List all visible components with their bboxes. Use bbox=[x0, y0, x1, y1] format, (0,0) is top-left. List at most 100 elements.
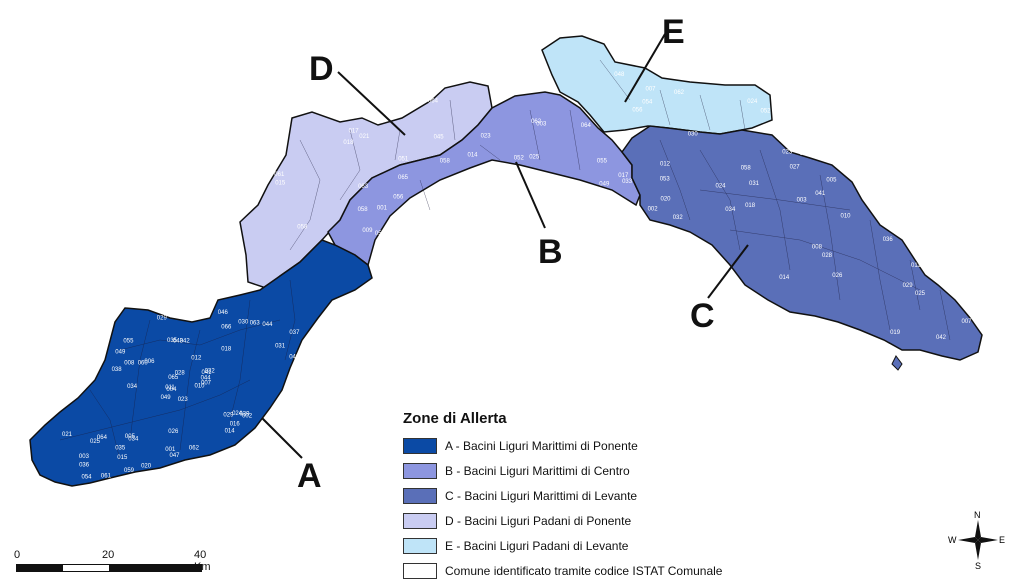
istat-code-label: 026 bbox=[832, 273, 843, 279]
istat-code-label: 029 bbox=[903, 283, 914, 289]
istat-code-label: 005 bbox=[125, 434, 136, 440]
istat-code-label: 021 bbox=[62, 432, 73, 438]
istat-code-label: 011 bbox=[165, 385, 175, 391]
istat-code-label: 054 bbox=[82, 474, 93, 480]
legend-item: A - Bacini Liguri Marittimi di Ponente bbox=[403, 433, 743, 458]
istat-code-label: 003 bbox=[79, 454, 90, 460]
istat-code-label: 055 bbox=[597, 158, 608, 164]
istat-code-label: 056 bbox=[632, 108, 643, 114]
istat-code-label: 029 bbox=[157, 316, 168, 322]
istat-code-label: 048 bbox=[614, 72, 625, 78]
istat-code-label: 058 bbox=[297, 224, 308, 230]
istat-code-label: 021 bbox=[359, 134, 370, 140]
istat-code-label: 041 bbox=[202, 370, 213, 376]
istat-code-label: 065 bbox=[398, 175, 409, 181]
compass-e: E bbox=[999, 535, 1005, 545]
istat-code-label: 061 bbox=[101, 473, 112, 479]
istat-code-label: 013 bbox=[800, 151, 811, 157]
zone-e-area bbox=[541, 35, 773, 135]
istat-code-label: 018 bbox=[343, 140, 354, 146]
istat-code-label: 011 bbox=[911, 263, 921, 269]
istat-code-label: 018 bbox=[745, 203, 756, 209]
istat-code-label: 058 bbox=[741, 165, 752, 171]
istat-code-label: 044 bbox=[262, 322, 273, 328]
istat-code-label: 034 bbox=[725, 207, 736, 213]
legend-label: A - Bacini Liguri Marittimi di Ponente bbox=[445, 438, 638, 453]
istat-code-label: 064 bbox=[97, 435, 108, 441]
istat-code-label: 061 bbox=[274, 172, 285, 178]
istat-code-label: 036 bbox=[79, 463, 90, 469]
istat-code-label: 012 bbox=[660, 161, 671, 167]
municipality-borders bbox=[59, 59, 951, 461]
istat-code-label: 020 bbox=[141, 463, 152, 469]
istat-code-label: 008 bbox=[812, 244, 823, 250]
zone-label-b: B bbox=[538, 233, 563, 271]
istat-code-label: 005 bbox=[826, 177, 837, 183]
scale-label-20: 20 bbox=[102, 549, 115, 561]
istat-code-label: 010 bbox=[841, 214, 852, 220]
istat-code-label: 025 bbox=[915, 291, 926, 297]
north-arrow-compass-icon: N S E W bbox=[948, 510, 1005, 570]
istat-code-label: 035 bbox=[115, 446, 126, 452]
istat-code-label: 007 bbox=[962, 319, 973, 325]
istat-code-label: 001 bbox=[165, 447, 176, 453]
istat-code-label: 044 bbox=[201, 375, 212, 381]
istat-code-label: 038 bbox=[112, 367, 123, 373]
istat-code-label: 054 bbox=[642, 100, 653, 106]
scale-bar-graphic bbox=[16, 564, 202, 572]
istat-code-label: 024 bbox=[232, 411, 243, 417]
istat-code-label: 058 bbox=[375, 231, 386, 237]
istat-code-label: 026 bbox=[168, 429, 179, 435]
istat-code-label: 055 bbox=[123, 339, 134, 345]
istat-code-label: 058 bbox=[358, 207, 369, 213]
istat-code-label: 008 bbox=[124, 361, 135, 367]
legend-swatch bbox=[403, 562, 437, 579]
istat-code-label: 017 bbox=[618, 173, 629, 179]
legend-item: B - Bacini Liguri Marittimi di Centro bbox=[403, 458, 743, 483]
istat-code-label: 037 bbox=[289, 330, 300, 336]
istat-code-label: 002 bbox=[242, 414, 253, 420]
istat-code-label: 002 bbox=[648, 207, 659, 213]
istat-code-label: 020 bbox=[661, 197, 672, 203]
istat-code-label: 016 bbox=[230, 422, 241, 428]
legend-label: E - Bacini Liguri Padani di Levante bbox=[445, 538, 629, 553]
istat-code-label: 014 bbox=[225, 429, 236, 435]
zone-label-c: C bbox=[690, 297, 715, 335]
istat-code-label: 041 bbox=[815, 191, 826, 197]
legend-item: C - Bacini Liguri Marittimi di Levante bbox=[403, 483, 743, 508]
zone-label-a: A bbox=[297, 457, 322, 495]
map-legend: Zone di Allerta A - Bacini Liguri Maritt… bbox=[403, 410, 743, 583]
istat-code-label: 035 bbox=[167, 338, 178, 344]
istat-code-label: 032 bbox=[205, 368, 216, 374]
legend-item: Comune identificato tramite codice ISTAT… bbox=[403, 558, 743, 583]
istat-code-label: 032 bbox=[673, 215, 684, 221]
legend-swatch bbox=[403, 537, 437, 554]
compass-w: W bbox=[948, 535, 957, 545]
zone-callouts bbox=[261, 33, 749, 459]
istat-code-label: 019 bbox=[890, 330, 901, 336]
istat-code-label: 017 bbox=[349, 129, 360, 135]
istat-code-label: 003 bbox=[536, 121, 547, 127]
zone-label-d: D bbox=[309, 50, 334, 88]
legend-label: C - Bacini Liguri Marittimi di Levante bbox=[445, 488, 638, 503]
istat-code-label: 047 bbox=[170, 453, 181, 459]
istat-code-label: 062 bbox=[674, 90, 685, 96]
istat-code-label: 043 bbox=[173, 339, 184, 345]
istat-code-label: 040 bbox=[289, 355, 300, 361]
legend-swatch bbox=[403, 487, 437, 504]
istat-code-label: 051 bbox=[398, 156, 409, 162]
zone-label-e: E bbox=[662, 13, 685, 51]
istat-code-label: 030 bbox=[238, 320, 249, 326]
legend-swatch bbox=[403, 512, 437, 529]
istat-code-label: 024 bbox=[747, 99, 758, 105]
istat-code-label: 058 bbox=[440, 159, 451, 165]
istat-code-label: 010 bbox=[195, 384, 206, 390]
istat-code-label: 062 bbox=[189, 446, 200, 452]
istat-code-label: 024 bbox=[716, 183, 727, 189]
istat-code-label: 009 bbox=[362, 228, 373, 234]
istat-code-label: 039 bbox=[239, 411, 250, 417]
istat-code-label: 053 bbox=[660, 176, 671, 182]
istat-code-label: 052 bbox=[761, 108, 772, 114]
istat-code-label: 004 bbox=[166, 387, 177, 393]
istat-code-label: 025 bbox=[90, 439, 101, 445]
